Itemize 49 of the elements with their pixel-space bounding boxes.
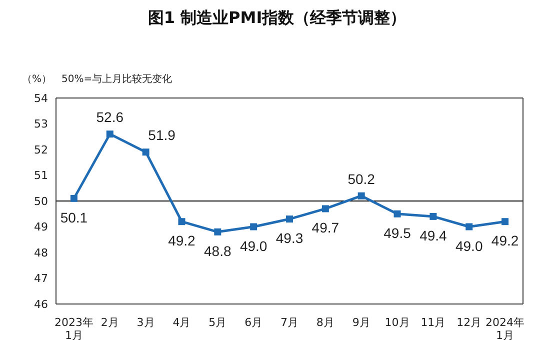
data-label: 49.4 <box>420 227 448 244</box>
point <box>214 228 222 236</box>
data-label: 49.3 <box>276 230 304 246</box>
x-tick-label: 6月 <box>244 316 263 329</box>
y-tick-label: 53 <box>34 118 48 131</box>
point <box>502 218 509 226</box>
x-tick-label: 3月 <box>136 316 155 329</box>
data-label: 52.6 <box>96 109 124 126</box>
point <box>70 194 78 202</box>
data-label: 49.0 <box>240 238 268 254</box>
y-tick-label: 54 <box>34 92 48 105</box>
chart-title: 图1 制造业PMI指数（经季节调整） <box>146 8 408 29</box>
y-tick-label: 49 <box>34 220 48 234</box>
x-tick-label: 12月 <box>456 316 482 329</box>
text: 50%=与上月比较无变化 <box>62 74 172 85</box>
x-tick-label: 10月 <box>384 316 410 329</box>
x-tick-label: 4月 <box>172 316 191 329</box>
data-label: 51.9 <box>148 127 176 144</box>
point <box>178 218 186 226</box>
point <box>430 212 437 220</box>
x-tick-label: 2月 <box>100 316 119 329</box>
y-tick-label: 50 <box>34 194 48 208</box>
x-tick-label: 7月 <box>280 316 298 329</box>
point <box>106 130 114 138</box>
data-label: 49.2 <box>491 232 519 249</box>
point <box>466 223 473 230</box>
point <box>286 216 293 223</box>
x-tick-label: 11月 <box>420 316 446 329</box>
x-tick-label: 5月 <box>208 316 227 329</box>
y-tick-label: 46 <box>34 298 48 311</box>
x-tick-label: 8月 <box>316 316 334 329</box>
point <box>142 148 150 156</box>
data-label: 50.1 <box>60 209 88 226</box>
data-label: 50.2 <box>348 170 376 187</box>
point <box>358 192 365 200</box>
data-label: 49.2 <box>168 232 196 249</box>
x-tick-label: 9月 <box>352 316 370 329</box>
point <box>250 223 258 230</box>
data-label: 49.5 <box>384 224 412 241</box>
y-tick-label: 47 <box>34 272 48 286</box>
y-tick-label: 52 <box>34 143 48 156</box>
data-label: 49.0 <box>455 238 483 254</box>
y-axis-title: （%） <box>22 74 52 85</box>
point <box>394 210 401 218</box>
data-label: 48.8 <box>204 242 232 259</box>
data-label: 49.7 <box>312 220 340 236</box>
point <box>322 205 329 212</box>
y-tick-label: 48 <box>34 246 48 260</box>
y-tick-label: 51 <box>34 169 48 182</box>
